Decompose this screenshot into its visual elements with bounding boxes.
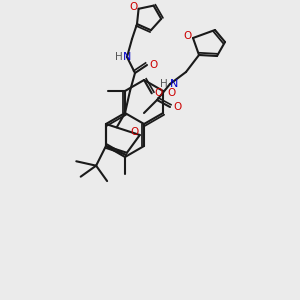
- Text: O: O: [131, 127, 139, 137]
- Text: N: N: [123, 52, 131, 62]
- Text: O: O: [154, 88, 163, 98]
- Text: H: H: [160, 79, 168, 89]
- Text: N: N: [170, 79, 178, 89]
- Text: O: O: [183, 31, 191, 41]
- Text: H: H: [115, 52, 123, 62]
- Text: O: O: [130, 2, 138, 12]
- Text: O: O: [173, 102, 181, 112]
- Text: O: O: [150, 60, 158, 70]
- Text: O: O: [167, 88, 175, 98]
